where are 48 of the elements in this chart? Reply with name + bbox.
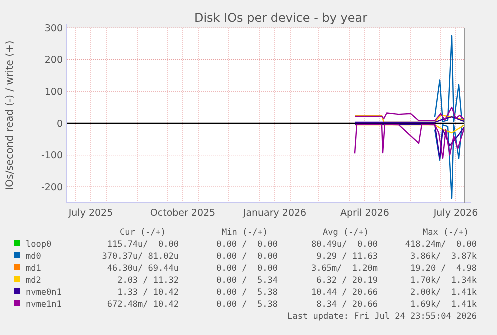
text: 8.34 / 20.66 xyxy=(316,300,378,310)
text: Last update: Fri Jul 24 23:55:04 2026 xyxy=(288,312,477,322)
chart-title: Disk IOs per device - by year xyxy=(194,11,368,25)
legend-label: md0 xyxy=(26,252,42,262)
x-tick-label: October 2025 xyxy=(150,208,216,219)
y-tick-label: 0 xyxy=(56,118,63,130)
text: 6.32 / 20.19 xyxy=(316,276,378,286)
text: 3.65m/ 1.20m xyxy=(311,264,378,274)
x-tick-label: July 2026 xyxy=(432,208,478,219)
y-axis-title: IOs/second read (-) / write (+) xyxy=(5,40,16,190)
text: 0.00 / 0.00 xyxy=(216,252,278,262)
text: Max (-/+) xyxy=(422,228,470,238)
text: Avg (-/+) xyxy=(322,228,370,238)
text: 1.69k/ 1.41k xyxy=(410,300,477,310)
text: 0.00 / 5.38 xyxy=(216,288,278,298)
x-tick-label: January 2026 xyxy=(242,208,307,219)
legend-label: loop0 xyxy=(26,240,52,250)
text: 80.49u/ 0.00 xyxy=(311,240,378,250)
text: 2.03 / 11.32 xyxy=(118,276,179,286)
text: 46.30u/ 69.44u xyxy=(107,264,179,274)
text: 418.24m/ 0.00 xyxy=(405,240,477,250)
text: 3.86k/ 3.87k xyxy=(410,252,477,262)
y-tick-label: -200 xyxy=(41,182,63,194)
text: 1.33 / 10.42 xyxy=(118,288,179,298)
legend-label: nvme0n1 xyxy=(26,288,62,298)
text: 370.37u/ 81.02u xyxy=(102,252,179,262)
legend-label: md2 xyxy=(26,276,42,286)
y-tick-label: 200 xyxy=(44,55,63,66)
text: 0.00 / 0.00 xyxy=(216,264,278,274)
text: 0.00 / 5.34 xyxy=(216,276,278,286)
text: 0.00 / 0.00 xyxy=(216,240,278,250)
x-tick-label: April 2026 xyxy=(340,208,390,219)
text: 1.70k/ 1.34k xyxy=(410,276,477,286)
text: 9.29 / 11.63 xyxy=(316,252,378,262)
y-tick-label: -100 xyxy=(41,150,63,162)
text: 115.74u/ 0.00 xyxy=(107,240,179,250)
text: Cur (-/+) xyxy=(120,228,166,238)
text: 10.44 / 20.66 xyxy=(311,288,378,298)
text: 672.48m/ 10.42 xyxy=(107,300,179,310)
x-tick-label: July 2025 xyxy=(68,208,114,219)
legend-label: nvme1n1 xyxy=(26,300,62,310)
legend-label: md1 xyxy=(26,264,42,274)
text: 0.00 / 5.38 xyxy=(216,300,278,310)
text: 19.20 / 4.98 xyxy=(410,264,477,274)
y-tick-label: 100 xyxy=(44,86,63,98)
text: 2.00k/ 1.41k xyxy=(410,288,477,298)
y-tick-label: 300 xyxy=(44,23,63,34)
text: Min (-/+) xyxy=(222,228,268,238)
